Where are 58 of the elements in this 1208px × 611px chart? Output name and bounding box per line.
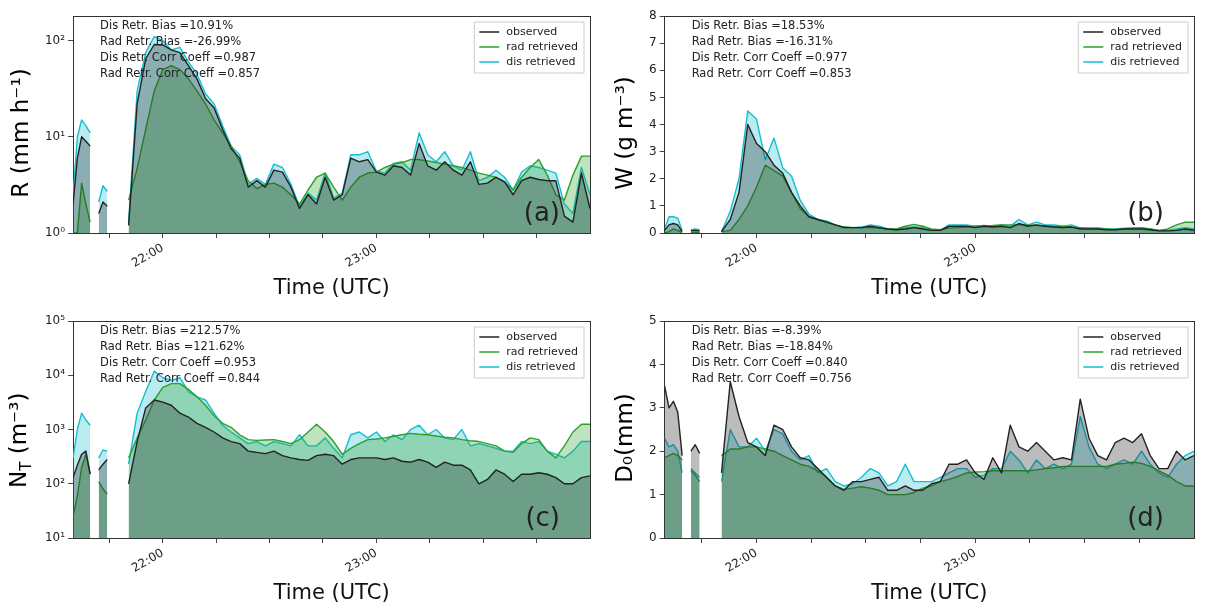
legend-label: rad retrieved: [506, 344, 579, 358]
legend-label: rad retrieved: [506, 39, 579, 53]
y-tick-label: 6: [648, 62, 657, 77]
annotation: Rad Retr. Bias =-16.31%: [691, 33, 833, 48]
annotation: (a): [523, 196, 560, 227]
y-axis-title: R (mm h⁻¹): [7, 67, 33, 200]
legend-label: observed: [506, 24, 558, 38]
y-tick-label: 8: [648, 8, 657, 23]
x-axis-title: Time (UTC): [870, 274, 988, 299]
y-tick-label: 10¹: [44, 530, 66, 545]
y-tick-label: 10⁴: [44, 367, 66, 382]
legend-label: observed: [1110, 329, 1162, 343]
annotation: (d): [1127, 501, 1164, 532]
y-tick-label: 3: [648, 399, 657, 414]
annotation: Rad Retr. Corr Coeff =0.853: [691, 65, 852, 80]
y-tick-label: 0: [648, 530, 657, 545]
annotation: (b): [1127, 196, 1164, 227]
legend-label: dis retrieved: [1110, 54, 1180, 68]
annotation: Dis Retr. Corr Coeff =0.840: [691, 354, 848, 369]
y-tick-label: 4: [648, 116, 657, 131]
y-tick-label: 10³: [44, 421, 66, 436]
y-tick-label: 0: [648, 225, 657, 240]
y-tick-label: 10⁵: [44, 313, 66, 328]
x-axis-title: Time (UTC): [272, 579, 390, 604]
y-axis-title: W (g m⁻³): [611, 75, 637, 192]
annotation: Dis Retr. Bias =10.91%: [100, 17, 234, 32]
annotation: Dis Retr. Corr Coeff =0.953: [100, 354, 257, 369]
legend-label: observed: [506, 329, 558, 343]
y-axis-title: D₀(mm): [611, 392, 637, 485]
y-tick-label: 10²: [44, 32, 66, 47]
y-tick-label: 3: [648, 143, 657, 158]
annotation: Dis Retr. Corr Coeff =0.977: [691, 49, 848, 64]
legend-label: dis retrieved: [506, 359, 576, 373]
annotation: Rad Retr. Bias =121.62%: [100, 338, 245, 353]
y-tick-label: 2: [648, 170, 657, 185]
legend-label: rad retrieved: [1110, 39, 1183, 53]
y-tick-label: 7: [648, 35, 657, 50]
annotation: (c): [525, 501, 560, 532]
y-tick-label: 1: [648, 198, 657, 213]
y-tick-label: 10¹: [44, 128, 66, 143]
y-tick-label: 5: [648, 89, 657, 104]
y-tick-label: 2: [648, 443, 657, 458]
annotation: Rad Retr. Bias =-18.84%: [691, 338, 833, 353]
legend-label: observed: [1110, 24, 1162, 38]
y-tick-label: 10⁰: [44, 225, 66, 240]
annotation: Rad Retr. Corr Coeff =0.756: [691, 370, 852, 385]
legend-label: dis retrieved: [1110, 359, 1180, 373]
x-axis-title: Time (UTC): [870, 579, 988, 604]
y-tick-label: 10²: [44, 475, 66, 490]
y-tick-label: 1: [648, 486, 657, 501]
y-tick-label: 5: [648, 313, 657, 328]
y-tick-label: 4: [648, 356, 657, 371]
annotation: Dis Retr. Bias =18.53%: [691, 17, 825, 32]
annotation: Dis Retr. Bias =-8.39%: [691, 322, 822, 337]
legend-label: dis retrieved: [506, 54, 576, 68]
x-axis-title: Time (UTC): [272, 274, 390, 299]
legend-label: rad retrieved: [1110, 344, 1183, 358]
annotation: Dis Retr. Bias =212.57%: [100, 322, 241, 337]
